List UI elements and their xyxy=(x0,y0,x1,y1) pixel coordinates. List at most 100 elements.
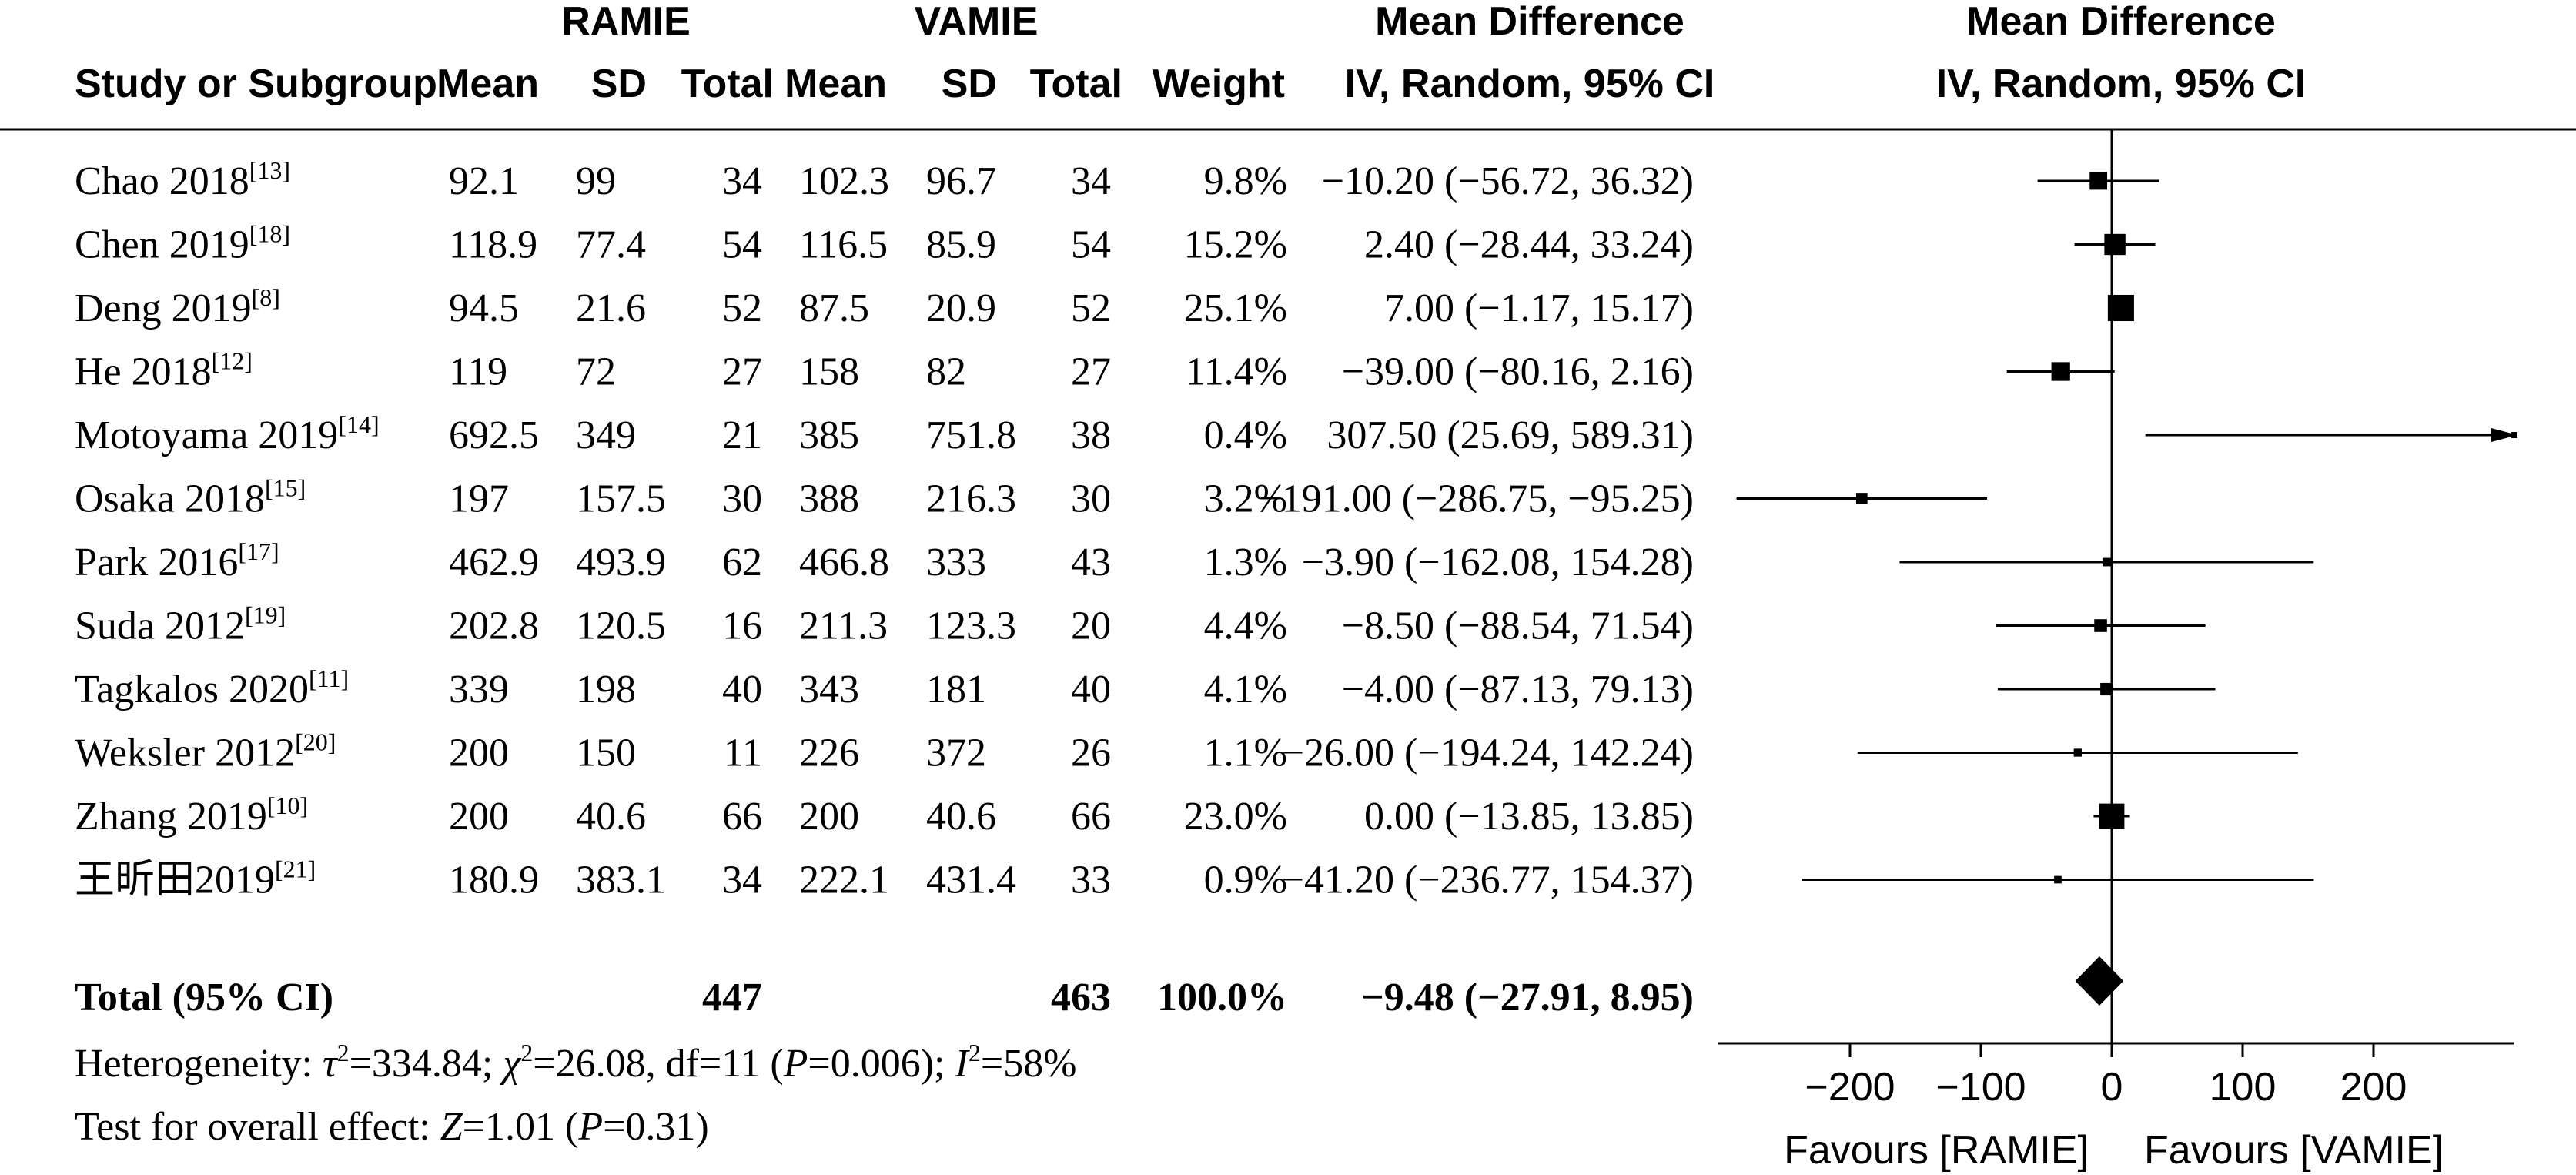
mean1-value: 119 xyxy=(449,350,507,394)
mean2-value: 158 xyxy=(799,350,859,394)
sd2-value: 333 xyxy=(926,541,986,584)
total1-col-header: Total xyxy=(681,62,774,106)
ci-value: −3.90 (−162.08, 154.28) xyxy=(1302,541,1694,584)
study-row: Zhang 2019[10] 200 40.6 66 200 40.6 66 23.0% 0.0… xyxy=(75,792,1694,839)
sd2-value: 216.3 xyxy=(926,477,1016,521)
mean1-col-header: Mean xyxy=(437,62,539,106)
weight-value: 3.2% xyxy=(1204,477,1287,521)
ci-value: −26.00 (−194.24, 142.24) xyxy=(1282,731,1694,775)
sd2-value: 123.3 xyxy=(926,604,1016,648)
group2-header: VAMIE xyxy=(915,0,1039,44)
study-rows: Chao 2018[13] 92.1 99 34 102.3 96.7 34 9.8% −10.… xyxy=(75,156,1694,902)
sd2-value: 96.7 xyxy=(926,159,996,203)
mean2-value: 343 xyxy=(799,668,859,711)
n1-value: 21 xyxy=(722,413,762,457)
mean2-value: 116.5 xyxy=(799,223,888,267)
ci-value: −191.00 (−286.75, −95.25) xyxy=(1259,477,1694,521)
weight-value: 9.8% xyxy=(1204,159,1287,203)
n1-value: 40 xyxy=(722,668,762,711)
md-column-title: Mean Difference xyxy=(1375,0,1684,44)
weight-value: 4.1% xyxy=(1204,668,1287,711)
sd1-value: 383.1 xyxy=(576,859,666,902)
plot-title: Mean Difference xyxy=(1966,0,2276,44)
study-name: Chen 2019[18] xyxy=(75,220,290,267)
study-row: 王昕田2019[21] 180.9 383.1 34 222.1 431.4 33 0.9%−… xyxy=(75,855,1694,902)
n1-value: 27 xyxy=(722,350,762,394)
sd1-value: 157.5 xyxy=(576,477,666,521)
n2-value: 38 xyxy=(1071,413,1111,457)
total-n2: 463 xyxy=(1051,976,1111,1019)
ci-value: −41.20 (−236.77, 154.37) xyxy=(1282,859,1694,902)
favours-left-label: Favours [RAMIE] xyxy=(1784,1128,2089,1173)
mean1-value: 202.8 xyxy=(449,604,539,648)
weight-value: 15.2% xyxy=(1184,223,1287,267)
mean1-value: 197 xyxy=(449,477,509,521)
effect-square xyxy=(2073,748,2082,757)
study-name: Osaka 2018[15] xyxy=(75,474,306,521)
effect-square xyxy=(2104,233,2126,256)
effect-square xyxy=(1855,493,1868,504)
ci-value: 7.00 (−1.17, 15.17) xyxy=(1384,286,1694,330)
weight-col-header: Weight xyxy=(1153,62,1285,106)
sd2-col-header: SD xyxy=(942,62,997,106)
sd2-value: 85.9 xyxy=(926,223,996,267)
n2-value: 33 xyxy=(1071,859,1111,902)
ci-value: −39.00 (−80.16, 2.16) xyxy=(1342,350,1694,394)
n2-value: 30 xyxy=(1071,477,1111,521)
weight-value: 4.4% xyxy=(1204,604,1287,648)
mean1-value: 92.1 xyxy=(449,159,519,203)
sd1-value: 40.6 xyxy=(576,795,646,839)
heterogeneity-text: Heterogeneity: τ2=334.84; χ2=26.08, df=1… xyxy=(75,1039,1076,1086)
n1-value: 62 xyxy=(722,541,762,584)
n2-value: 66 xyxy=(1071,795,1111,839)
mean2-value: 226 xyxy=(799,731,859,775)
sd2-value: 40.6 xyxy=(926,795,996,839)
mean2-value: 388 xyxy=(799,477,859,521)
sd1-value: 198 xyxy=(576,668,636,711)
effect-square xyxy=(2089,172,2108,190)
mean1-value: 462.9 xyxy=(449,541,539,584)
weight-value: 0.9% xyxy=(1204,859,1287,902)
study-name: Suda 2012[19] xyxy=(75,601,286,648)
mean2-value: 385 xyxy=(799,413,859,457)
effect-square xyxy=(2100,682,2113,696)
x-axis: −200 −100 0 100 200 Favours [RAMIE] Favours [V… xyxy=(1718,129,2514,1173)
mean2-value: 466.8 xyxy=(799,541,889,584)
mean1-value: 339 xyxy=(449,668,509,711)
weight-value: 23.0% xyxy=(1184,795,1287,839)
ci-value: 307.50 (25.69, 589.31) xyxy=(1326,413,1694,457)
mean2-value: 102.3 xyxy=(799,159,889,203)
study-name: 王昕田2019[21] xyxy=(75,855,316,902)
mean1-value: 180.9 xyxy=(449,859,539,902)
n2-value: 34 xyxy=(1071,159,1111,203)
axis-tick-label: 200 xyxy=(2340,1065,2407,1110)
study-row: Park 2016[17] 462.9 493.9 62 466.8 333 43 1.3% −… xyxy=(75,537,1694,584)
ci-value: 0.00 (−13.85, 13.85) xyxy=(1364,795,1694,839)
sd1-value: 72 xyxy=(576,350,616,394)
weight-value: 1.3% xyxy=(1204,541,1287,584)
sd1-value: 120.5 xyxy=(576,604,666,648)
mean1-value: 200 xyxy=(449,731,509,775)
mean2-value: 222.1 xyxy=(799,859,889,902)
sd1-value: 349 xyxy=(576,413,636,457)
study-row: Chao 2018[13] 92.1 99 34 102.3 96.7 34 9.8% −10.… xyxy=(75,156,1694,203)
study-row: He 2018[12] 119 72 27 158 82 27 11.4% −39.00 (−8… xyxy=(75,347,1694,394)
n1-value: 30 xyxy=(722,477,762,521)
n1-value: 54 xyxy=(722,223,762,267)
sd2-value: 431.4 xyxy=(926,859,1016,902)
sd1-value: 493.9 xyxy=(576,541,666,584)
mean1-value: 94.5 xyxy=(449,286,519,330)
study-row: Suda 2012[19] 202.8 120.5 16 211.3 123.3 20 4.4… xyxy=(75,601,1694,648)
total2-col-header: Total xyxy=(1030,62,1122,106)
md-column-subtitle: IV, Random, 95% CI xyxy=(1345,62,1715,106)
n1-value: 11 xyxy=(724,731,762,775)
study-name: Park 2016[17] xyxy=(75,537,279,584)
axis-tick-label: 0 xyxy=(2101,1065,2123,1110)
sd2-value: 82 xyxy=(926,350,966,394)
pooled-diamond xyxy=(2075,956,2124,1006)
n2-value: 40 xyxy=(1071,668,1111,711)
plot-subtitle: IV, Random, 95% CI xyxy=(1936,62,2307,106)
effect-square xyxy=(2051,362,2070,381)
study-name: Weksler 2012[20] xyxy=(75,728,336,775)
